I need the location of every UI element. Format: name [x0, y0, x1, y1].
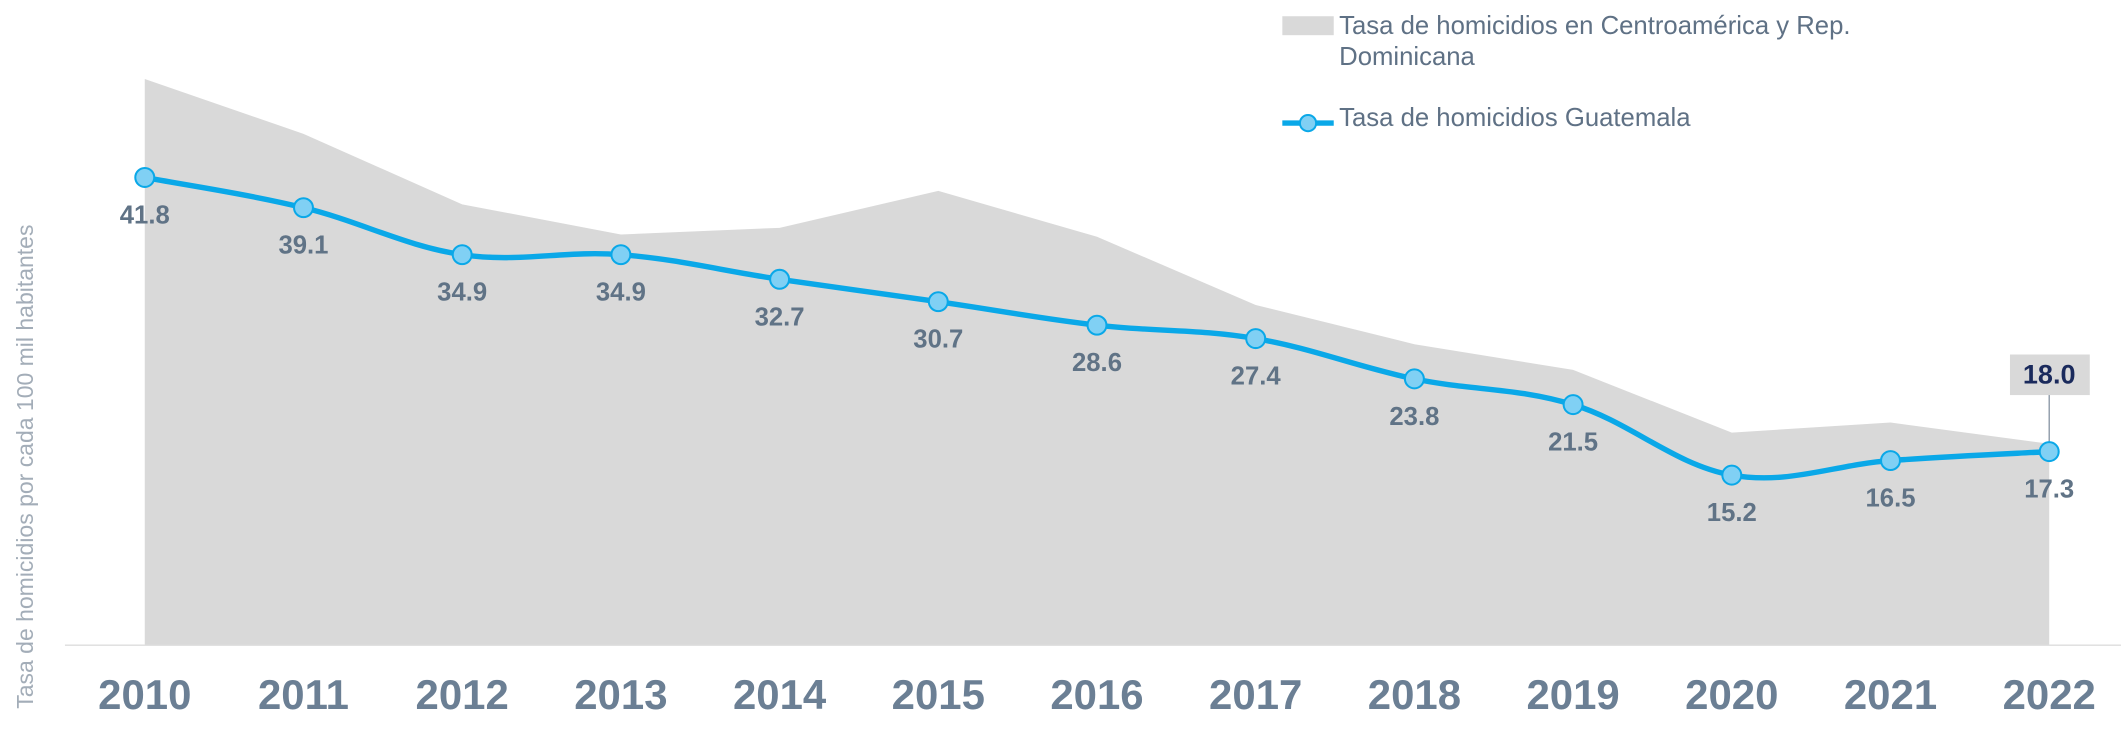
x-tick-label: 2022: [2003, 671, 2096, 718]
x-tick-label: 2010: [98, 671, 191, 718]
area: [144, 78, 2050, 646]
data-label: 39.1: [278, 232, 328, 260]
marker: [2038, 441, 2060, 463]
data-label: 15.2: [1707, 499, 1757, 527]
legend-entry: Tasa de homicidios Guatemala: [1339, 104, 1691, 133]
data-label: 23.8: [1389, 403, 1439, 431]
x-tick-label: 2014: [733, 671, 827, 718]
y-axis-label: Tasa de homicidios por cada 100 mil habi…: [12, 225, 38, 709]
x-tick-label: 2021: [1844, 671, 1937, 718]
data-label: 32.7: [755, 303, 805, 331]
marker: [1403, 368, 1425, 390]
marker: [1245, 328, 1267, 350]
x-tick-label: 2016: [1050, 671, 1143, 718]
marker: [1721, 464, 1743, 486]
marker: [1086, 314, 1108, 336]
marker: [292, 197, 314, 219]
legend-label: Tasa de homicidios en Centroamérica y Re…: [1339, 12, 1851, 72]
data-label: 34.9: [437, 279, 487, 307]
data-label: 16.5: [1866, 485, 1916, 513]
legend-swatch: [1282, 16, 1334, 36]
data-label: 18.0: [2023, 359, 2076, 389]
x-tick-label: 2017: [1209, 671, 1302, 718]
legend-entry: Tasa de homicidios en Centroamérica y Re…: [1339, 12, 1851, 72]
x-tick-label: 2020: [1685, 671, 1778, 718]
marker: [451, 244, 473, 266]
data-label: 28.6: [1072, 349, 1122, 377]
callout-box: [2009, 354, 2090, 396]
x-tick-label: 2012: [416, 671, 509, 718]
data-label: 34.9: [596, 279, 646, 307]
x-tick-label: 2013: [574, 671, 667, 718]
marker: [134, 166, 156, 188]
x-tick-label: 2015: [892, 671, 985, 718]
marker: [1880, 450, 1901, 472]
data-label: 21.5: [1548, 429, 1598, 457]
x-tick-label: 2011: [258, 671, 349, 718]
marker: [769, 268, 791, 290]
x-tick-label: 2019: [1526, 671, 1619, 718]
x-tick-label: 2018: [1368, 671, 1461, 718]
marker: [610, 244, 632, 266]
data-label: 27.4: [1231, 363, 1282, 391]
data-label: 30.7: [913, 326, 963, 354]
marker: [927, 291, 949, 313]
marker: [1562, 394, 1584, 416]
legend-marker: [1298, 113, 1318, 133]
data-label: 41.8: [120, 201, 170, 229]
legend-label: Tasa de homicidios Guatemala: [1339, 104, 1691, 133]
data-label: 17.3: [2024, 476, 2074, 504]
